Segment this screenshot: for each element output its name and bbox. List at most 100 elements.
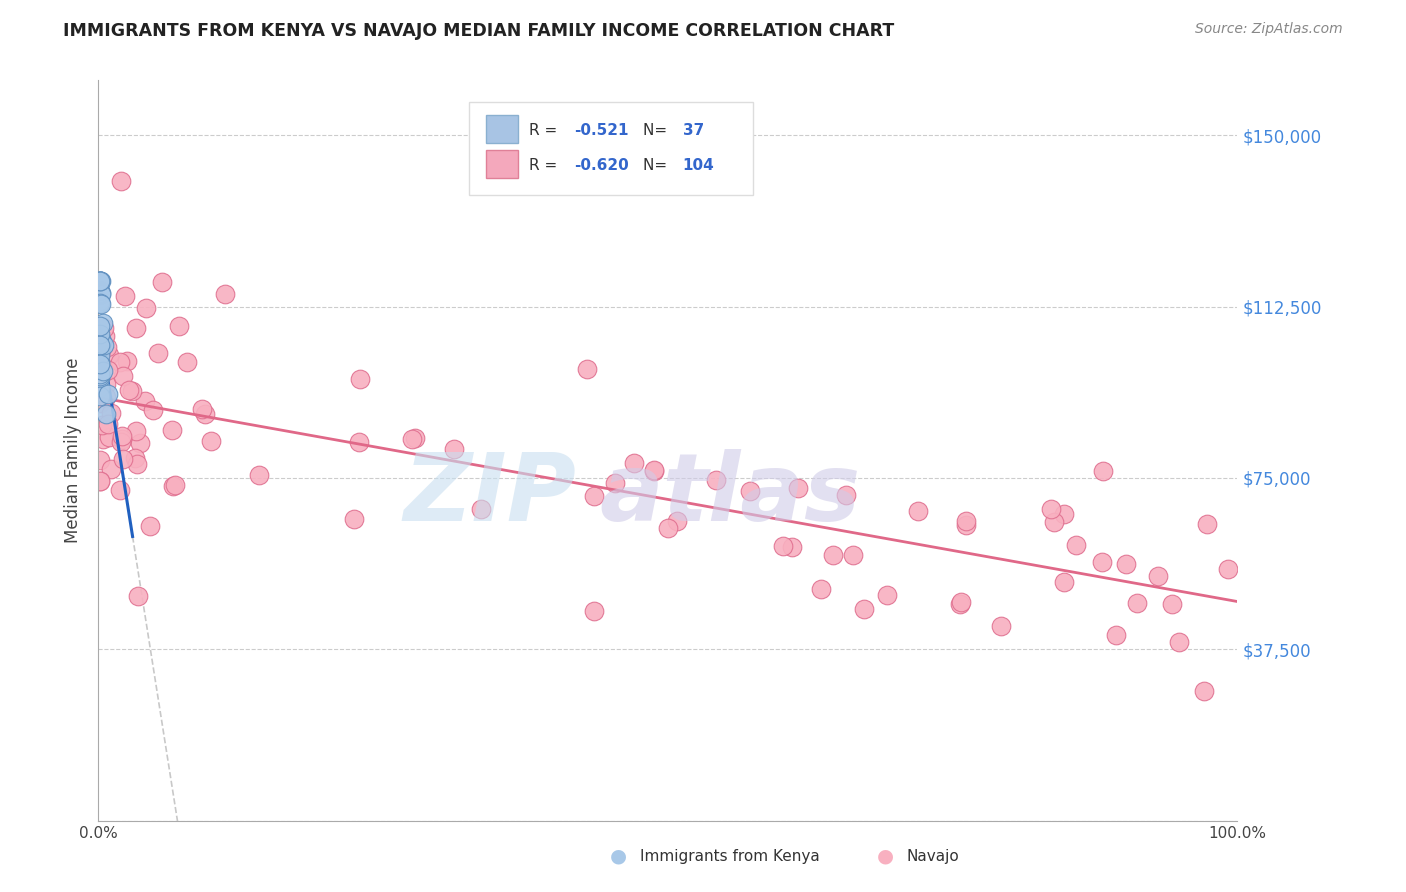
Point: [876, 588, 898, 602]
Point: [97, 386, 120, 401]
Point: [176, 355, 198, 369]
Point: [98, 348, 121, 362]
Point: [666, 514, 689, 528]
Point: [91, 364, 114, 378]
Point: [90, 417, 112, 432]
Point: [89, 326, 111, 341]
Point: [90, 286, 112, 301]
Point: [657, 521, 679, 535]
Point: [110, 174, 132, 188]
Point: [91, 335, 114, 350]
Point: [93, 320, 115, 334]
Point: [89, 371, 111, 385]
Point: [89, 369, 111, 384]
Point: [780, 540, 803, 554]
Text: R =: R =: [529, 123, 562, 138]
Point: [1126, 596, 1149, 610]
Point: [949, 597, 972, 611]
Point: [111, 432, 134, 446]
Text: 104: 104: [683, 158, 714, 173]
Point: [194, 408, 217, 422]
Point: [90, 274, 112, 288]
Point: [623, 456, 645, 470]
Point: [100, 406, 122, 420]
Text: R =: R =: [529, 158, 562, 173]
Point: [89, 274, 111, 288]
Text: -0.620: -0.620: [575, 158, 630, 173]
Point: [470, 502, 492, 516]
Point: [89, 340, 111, 354]
Point: [114, 289, 136, 303]
Point: [110, 429, 132, 443]
Point: [89, 331, 111, 345]
Point: [89, 274, 111, 288]
Point: [1147, 568, 1170, 582]
Point: [124, 450, 146, 465]
Point: [111, 369, 134, 384]
Point: [247, 467, 270, 482]
Point: [810, 582, 832, 596]
Point: [1053, 507, 1076, 521]
Point: [110, 435, 132, 450]
Point: [125, 321, 148, 335]
Text: Navajo: Navajo: [907, 849, 960, 863]
Point: [93, 328, 115, 343]
Point: [787, 481, 810, 495]
Point: [134, 394, 156, 409]
Point: [89, 357, 111, 371]
Point: [955, 514, 977, 528]
Point: [89, 318, 111, 333]
Point: [1192, 684, 1215, 698]
Point: [643, 464, 665, 478]
Point: [89, 453, 111, 467]
Point: [89, 334, 111, 348]
Point: [129, 435, 152, 450]
Point: [89, 274, 111, 288]
Point: [91, 432, 114, 446]
Text: -0.521: -0.521: [575, 123, 628, 138]
Point: [89, 333, 111, 347]
Point: [1105, 628, 1128, 642]
Point: [160, 423, 183, 437]
Point: [349, 372, 371, 386]
Point: [214, 286, 236, 301]
Point: [89, 343, 111, 357]
Point: [89, 380, 111, 394]
Point: [603, 475, 626, 490]
Point: [823, 549, 845, 563]
Point: [576, 362, 599, 376]
Point: [89, 274, 111, 288]
Point: [100, 462, 122, 476]
Point: [127, 589, 149, 603]
Point: [117, 354, 139, 368]
Point: [90, 297, 112, 311]
Point: [89, 359, 111, 373]
Point: [89, 348, 111, 362]
Point: [89, 354, 111, 368]
Point: [89, 368, 111, 382]
Point: [125, 425, 148, 439]
Point: [907, 504, 929, 518]
Point: [111, 451, 134, 466]
Text: N=: N=: [643, 158, 672, 173]
Point: [704, 473, 727, 487]
Point: [167, 319, 190, 334]
Point: [142, 403, 165, 417]
Bar: [485, 115, 517, 144]
Point: [1195, 516, 1218, 531]
Point: [643, 463, 665, 477]
Point: [89, 295, 111, 310]
Point: [401, 432, 423, 446]
Point: [89, 474, 111, 488]
Point: [96, 340, 118, 354]
Point: [118, 383, 141, 397]
Point: [89, 369, 111, 384]
Point: [108, 483, 131, 498]
Point: [990, 619, 1012, 633]
Point: [772, 539, 794, 553]
Point: [404, 431, 426, 445]
Point: [1115, 558, 1137, 572]
Point: [89, 395, 111, 409]
Point: [97, 363, 120, 377]
Point: [90, 286, 112, 301]
